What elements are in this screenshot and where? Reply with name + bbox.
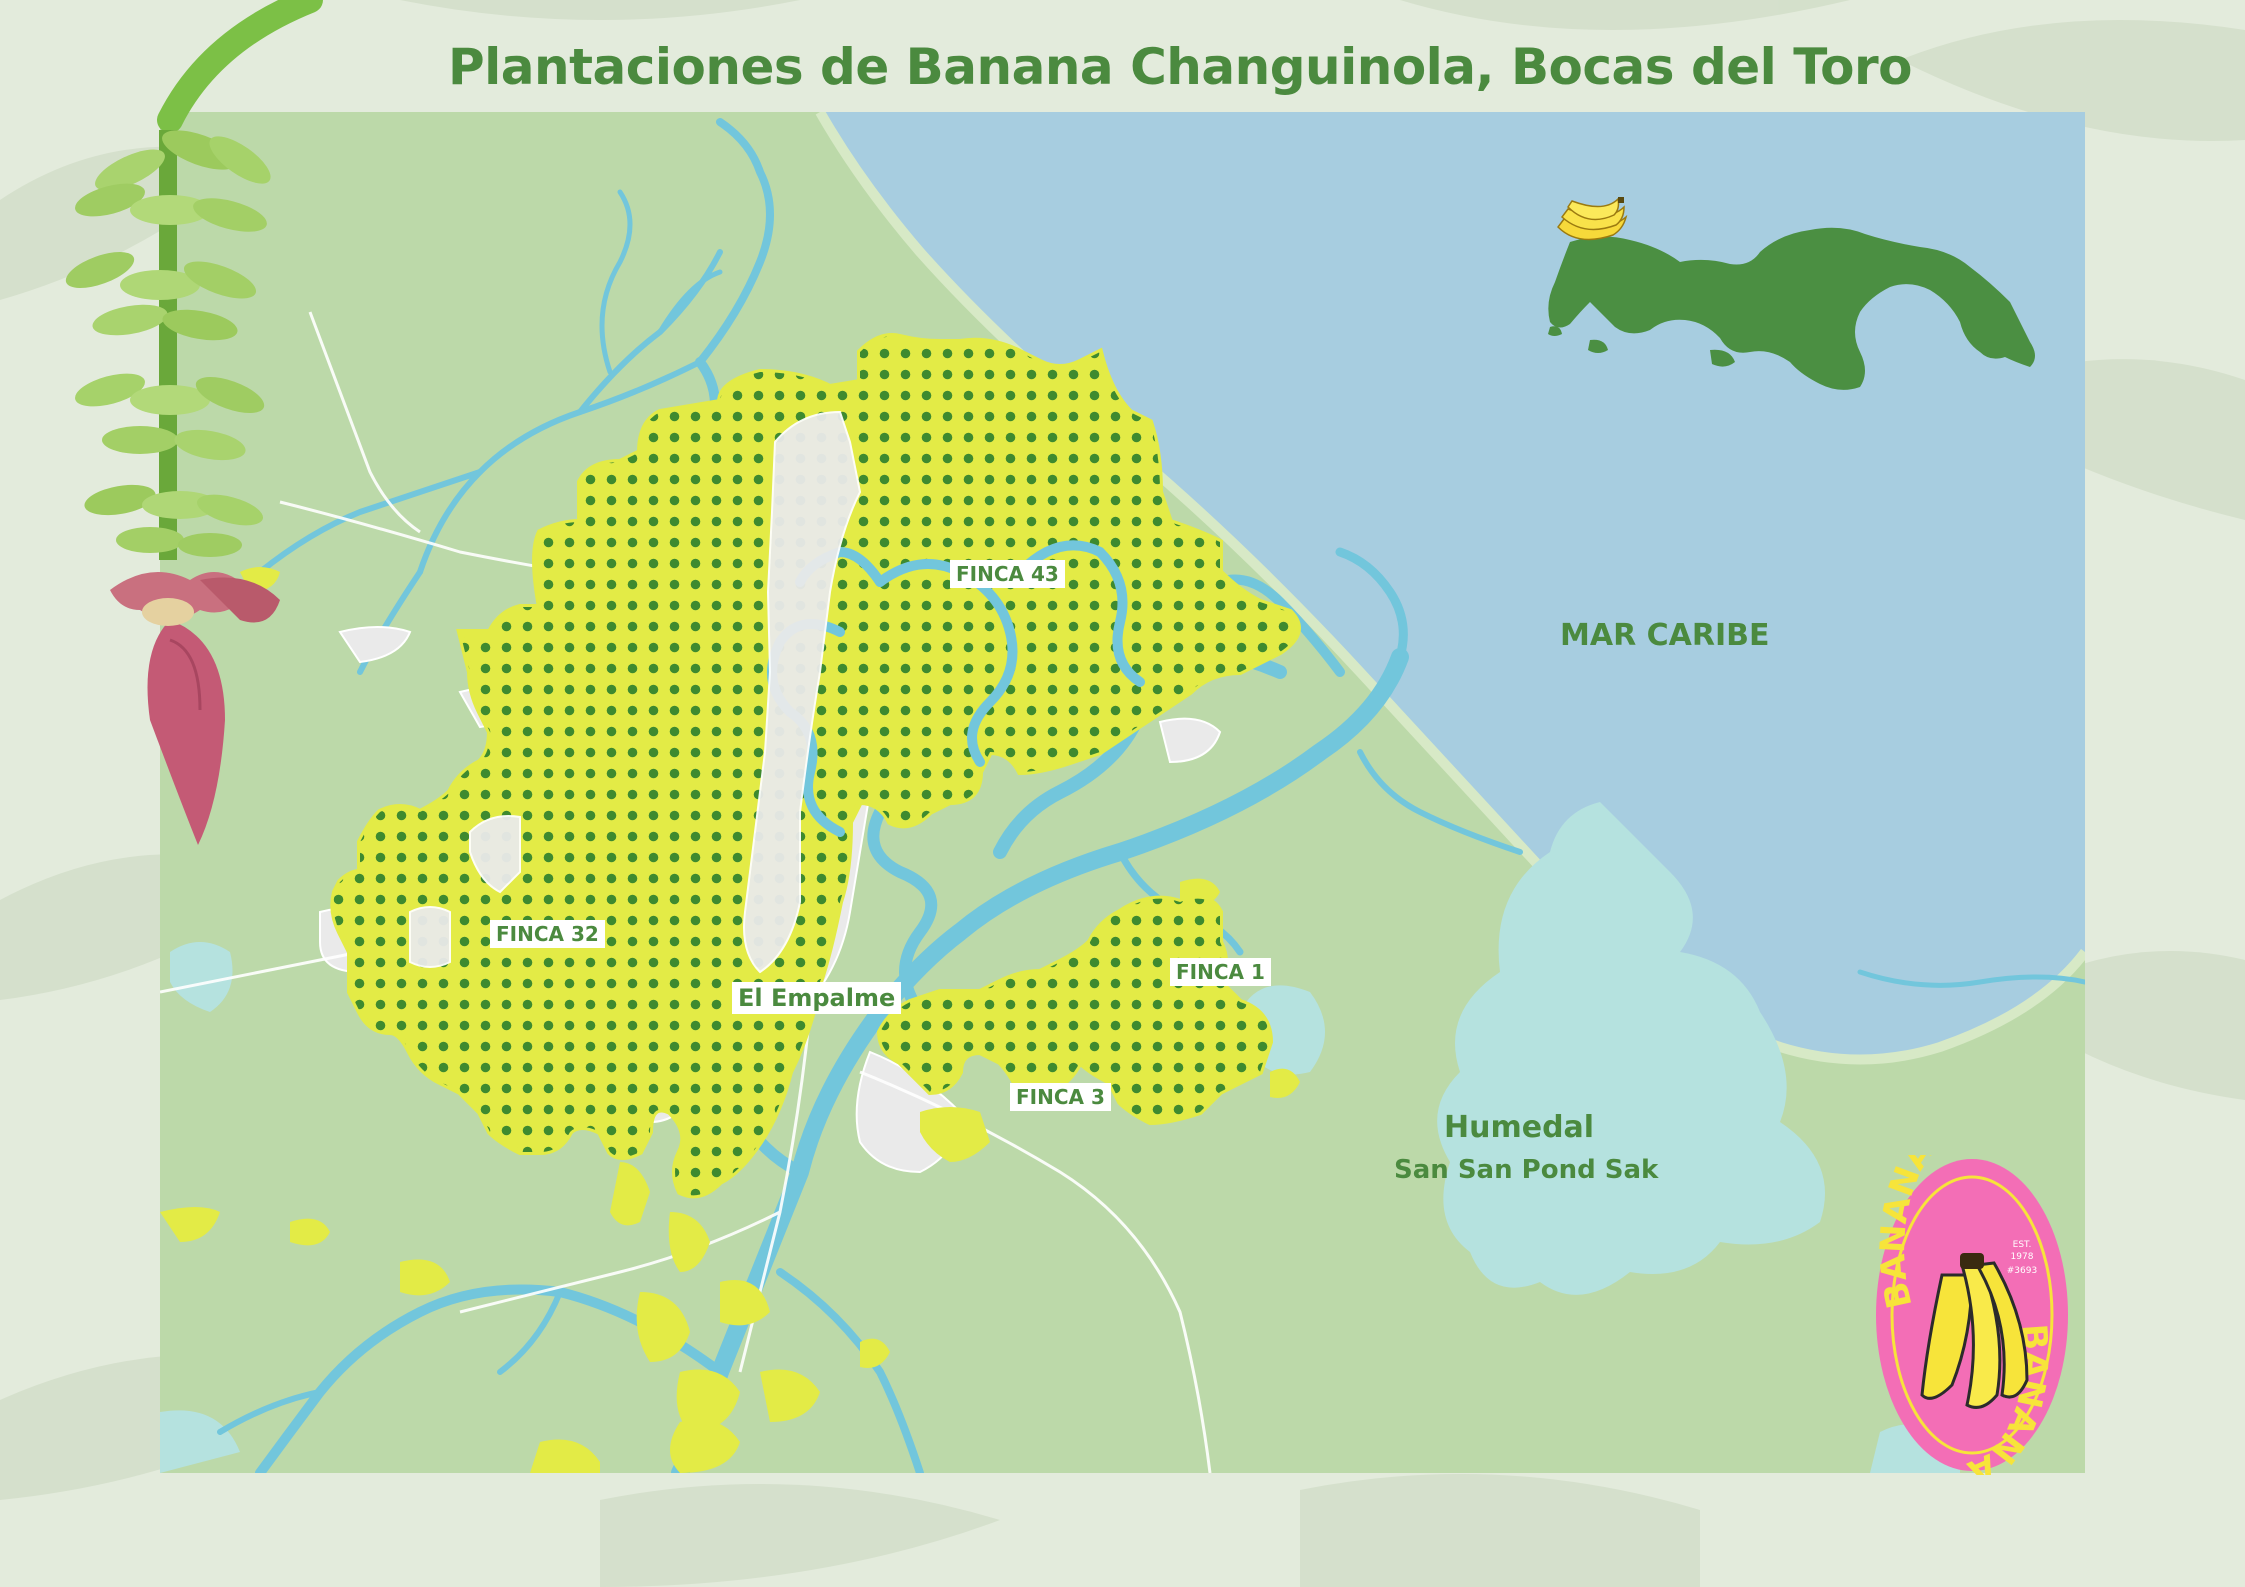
badge-code: #3693 (2007, 1266, 2037, 1276)
panama-locator-icon (1548, 197, 2035, 390)
label-finca-43: FINCA 43 (950, 560, 1065, 588)
page-title: Plantaciones de Banana Changuinola, Boca… (447, 38, 1913, 96)
badge-year: 1978 (2011, 1252, 2034, 1262)
sea-name: MAR CARIBE (1560, 618, 1770, 653)
wetland-title: Humedal (1444, 1110, 1595, 1145)
banana-plant-icon (65, 0, 323, 845)
badge-est: EST. (2013, 1240, 2032, 1250)
label-finca-1: FINCA 1 (1170, 958, 1271, 986)
wetland-name: San San Pond Sak (1394, 1155, 1659, 1185)
map (160, 112, 2085, 1473)
label-finca-32: FINCA 32 (490, 920, 605, 948)
label-finca-3: FINCA 3 (1010, 1083, 1111, 1111)
label-el-empalme: El Empalme (732, 982, 902, 1014)
wetland (1437, 802, 1825, 1295)
banana-badge-icon: BANANA BANANA EST. 1978 #3693 (1873, 1155, 2068, 1475)
